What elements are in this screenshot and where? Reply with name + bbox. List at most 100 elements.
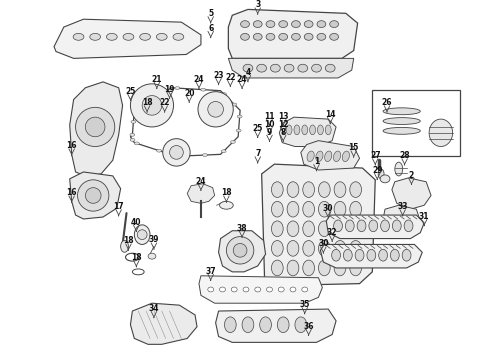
Text: 18: 18 <box>131 253 142 262</box>
Text: 4: 4 <box>245 68 250 77</box>
Ellipse shape <box>292 33 300 40</box>
Ellipse shape <box>123 33 134 40</box>
Ellipse shape <box>395 162 403 176</box>
Text: 15: 15 <box>348 143 359 152</box>
Text: 23: 23 <box>213 71 224 80</box>
Text: 40: 40 <box>131 218 142 227</box>
Ellipse shape <box>316 151 323 162</box>
Text: 7: 7 <box>255 149 260 158</box>
Ellipse shape <box>130 138 135 141</box>
Ellipse shape <box>391 249 399 261</box>
Polygon shape <box>54 19 201 58</box>
Ellipse shape <box>303 201 315 217</box>
Circle shape <box>75 107 115 147</box>
Ellipse shape <box>318 201 330 217</box>
Ellipse shape <box>292 21 300 27</box>
Ellipse shape <box>221 93 226 96</box>
Ellipse shape <box>325 151 332 162</box>
Text: 37: 37 <box>205 267 216 276</box>
Ellipse shape <box>287 260 299 276</box>
Text: 32: 32 <box>327 228 338 237</box>
Text: 2: 2 <box>409 171 414 180</box>
Ellipse shape <box>334 260 346 276</box>
Text: 11: 11 <box>264 112 275 121</box>
Text: 30: 30 <box>323 204 334 213</box>
Ellipse shape <box>271 240 283 256</box>
Ellipse shape <box>312 64 321 72</box>
Ellipse shape <box>317 21 326 27</box>
Polygon shape <box>70 172 121 219</box>
Ellipse shape <box>157 149 162 152</box>
Ellipse shape <box>298 64 308 72</box>
Ellipse shape <box>404 220 413 232</box>
Ellipse shape <box>295 317 307 333</box>
Ellipse shape <box>231 287 237 292</box>
Ellipse shape <box>304 21 313 27</box>
Ellipse shape <box>318 240 330 256</box>
Ellipse shape <box>318 260 330 276</box>
Ellipse shape <box>175 87 180 90</box>
Ellipse shape <box>380 175 390 183</box>
Ellipse shape <box>330 33 339 40</box>
Ellipse shape <box>232 103 237 106</box>
Circle shape <box>208 102 223 117</box>
Circle shape <box>85 188 101 203</box>
Ellipse shape <box>148 253 156 259</box>
Ellipse shape <box>220 201 233 209</box>
Ellipse shape <box>334 151 341 162</box>
Polygon shape <box>199 276 322 303</box>
Ellipse shape <box>271 182 283 197</box>
Text: 18: 18 <box>221 188 232 197</box>
Ellipse shape <box>369 220 378 232</box>
Ellipse shape <box>221 150 226 153</box>
Ellipse shape <box>332 249 341 261</box>
Polygon shape <box>392 178 431 209</box>
Ellipse shape <box>334 182 346 197</box>
Text: 10: 10 <box>264 120 275 129</box>
Text: 31: 31 <box>419 212 429 221</box>
Circle shape <box>142 96 162 115</box>
Ellipse shape <box>154 95 159 99</box>
Text: 25: 25 <box>252 124 263 133</box>
Text: 24: 24 <box>194 75 204 84</box>
Ellipse shape <box>429 119 453 147</box>
Text: 36: 36 <box>303 321 314 330</box>
Ellipse shape <box>345 220 354 232</box>
Ellipse shape <box>90 33 100 40</box>
Text: 22: 22 <box>159 98 170 107</box>
Text: 33: 33 <box>397 202 408 211</box>
Polygon shape <box>228 9 358 58</box>
Ellipse shape <box>236 129 241 132</box>
Circle shape <box>163 139 190 166</box>
Polygon shape <box>187 184 215 203</box>
Ellipse shape <box>277 317 289 333</box>
Ellipse shape <box>304 33 313 40</box>
Text: 24: 24 <box>237 75 247 84</box>
Ellipse shape <box>121 240 128 252</box>
Ellipse shape <box>350 201 362 217</box>
Ellipse shape <box>330 21 339 27</box>
Text: 34: 34 <box>148 304 159 313</box>
Polygon shape <box>262 164 375 285</box>
Ellipse shape <box>278 287 284 292</box>
Ellipse shape <box>253 21 262 27</box>
Text: 28: 28 <box>399 151 410 160</box>
Circle shape <box>170 145 183 159</box>
Ellipse shape <box>73 33 84 40</box>
Ellipse shape <box>242 317 254 333</box>
Ellipse shape <box>355 249 364 261</box>
Ellipse shape <box>343 249 352 261</box>
Ellipse shape <box>257 64 267 72</box>
Ellipse shape <box>379 249 388 261</box>
Ellipse shape <box>302 287 308 292</box>
Polygon shape <box>219 231 266 272</box>
Text: 38: 38 <box>237 224 247 233</box>
Ellipse shape <box>134 225 150 244</box>
Ellipse shape <box>350 260 362 276</box>
Circle shape <box>77 180 109 211</box>
Ellipse shape <box>140 33 150 40</box>
Ellipse shape <box>334 220 343 232</box>
Ellipse shape <box>156 33 167 40</box>
Text: 16: 16 <box>67 141 77 150</box>
Ellipse shape <box>334 221 346 237</box>
